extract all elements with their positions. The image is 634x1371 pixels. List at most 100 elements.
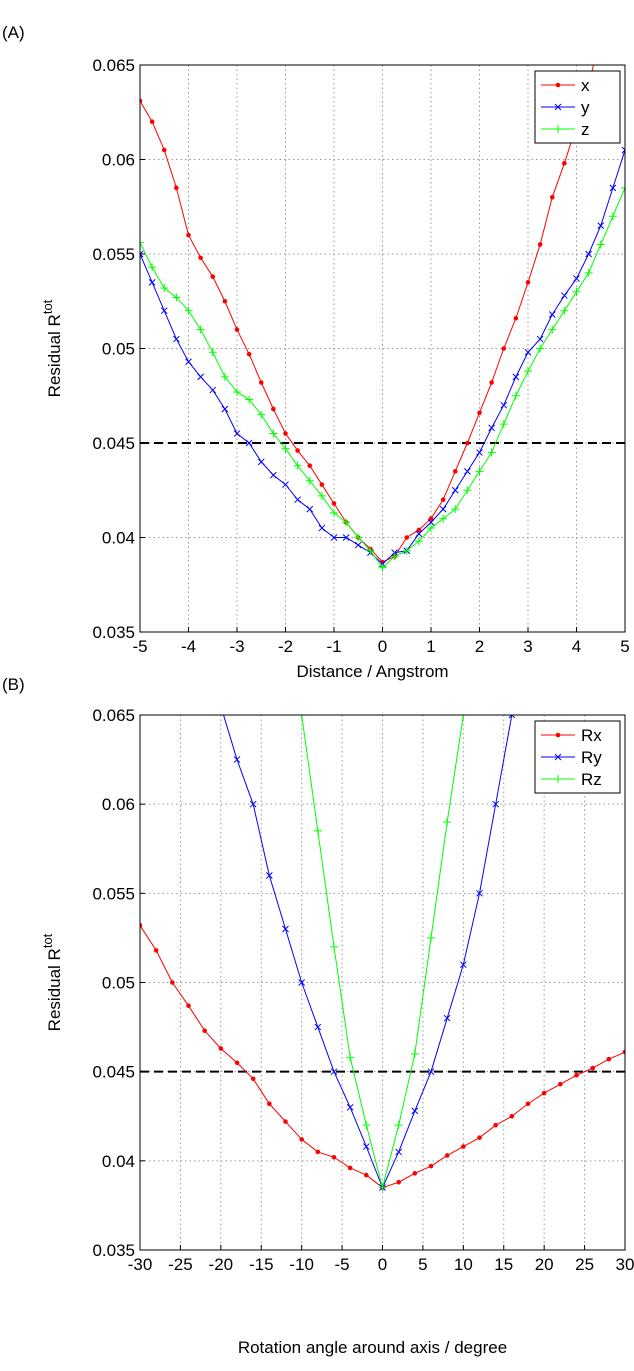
y-axis-label-superscript: tot <box>40 299 55 314</box>
point <box>500 401 508 409</box>
point <box>476 889 483 897</box>
point <box>414 537 423 546</box>
y-tick-label: 0.05 <box>102 340 135 359</box>
point <box>378 563 387 572</box>
point <box>197 373 204 381</box>
y-tick-label: 0.065 <box>92 56 135 75</box>
legend-label: Rz <box>581 770 602 789</box>
point <box>548 325 557 334</box>
point <box>270 471 277 479</box>
point <box>573 275 580 282</box>
point <box>234 1060 240 1066</box>
point <box>140 250 144 258</box>
point <box>271 406 276 412</box>
point <box>294 496 301 504</box>
point <box>489 380 494 385</box>
series-group <box>140 65 625 572</box>
point <box>464 467 471 475</box>
y-tick-label: 0.065 <box>92 706 135 725</box>
point <box>596 240 605 249</box>
x-axis-label: Distance / Angstrom <box>296 662 448 681</box>
point <box>196 325 205 334</box>
point <box>427 519 435 526</box>
point <box>209 386 217 394</box>
point <box>218 703 224 709</box>
y-tick-label: 0.055 <box>92 245 135 264</box>
point <box>621 183 625 192</box>
point <box>342 518 351 527</box>
point <box>451 486 459 494</box>
point <box>511 391 520 400</box>
legend-label: Rx <box>581 726 602 745</box>
x-tick-label: 30 <box>616 1255 634 1274</box>
x-tick-label: -3 <box>229 637 244 656</box>
x-tick-label: 5 <box>620 637 629 656</box>
point <box>172 293 181 302</box>
point <box>488 424 495 432</box>
y-tick-label: 0.06 <box>102 151 135 170</box>
point <box>402 546 411 555</box>
panel-label: (A) <box>2 23 25 42</box>
point <box>305 476 314 485</box>
x-tick-label: 4 <box>572 637 581 656</box>
point <box>524 348 532 356</box>
point <box>299 1137 304 1142</box>
point <box>554 125 562 133</box>
point <box>170 980 175 985</box>
x-tick-label: 5 <box>418 1255 427 1274</box>
point <box>584 268 593 277</box>
x-tick-label: 25 <box>575 1255 594 1274</box>
x-tick-label: -25 <box>168 1255 193 1274</box>
point <box>153 948 159 953</box>
point <box>295 448 300 453</box>
point <box>513 315 519 321</box>
x-tick-label: -4 <box>181 637 196 656</box>
point <box>354 533 363 542</box>
point <box>404 535 410 540</box>
point <box>160 307 168 315</box>
point <box>210 274 216 279</box>
point <box>222 298 228 304</box>
point <box>548 311 556 318</box>
point <box>140 238 144 247</box>
point <box>282 925 289 933</box>
point <box>161 147 167 153</box>
point <box>555 732 561 738</box>
point <box>319 482 325 487</box>
legend-label: z <box>581 120 590 139</box>
point <box>560 306 569 315</box>
point <box>330 508 338 517</box>
chart: -5 -4 -3 -2 -1 0 1 2 3 4 5 0.035 0.04 0.045 0.05 0.055 0… <box>2 23 630 681</box>
point <box>245 439 253 447</box>
point <box>590 1065 595 1071</box>
point <box>428 1163 434 1169</box>
point <box>476 449 483 456</box>
point <box>524 367 532 376</box>
point <box>440 497 446 503</box>
point <box>140 98 143 104</box>
point <box>174 185 179 191</box>
y-tick-label: 0.06 <box>102 795 135 814</box>
point <box>347 1165 353 1171</box>
point <box>265 872 273 879</box>
point <box>443 818 452 826</box>
point <box>452 469 458 474</box>
y-tick-label: 0.045 <box>92 1063 135 1082</box>
point <box>362 1143 370 1150</box>
point <box>250 1076 256 1082</box>
y-tick-label: 0.055 <box>92 884 135 903</box>
point <box>390 552 399 561</box>
point <box>298 979 306 986</box>
point <box>362 1121 371 1130</box>
y-tick-label: 0.05 <box>102 974 135 993</box>
point <box>297 715 306 719</box>
point <box>257 458 265 466</box>
point <box>342 534 350 541</box>
point <box>330 534 338 541</box>
point <box>293 461 302 470</box>
point <box>416 527 422 533</box>
point <box>463 486 472 495</box>
point <box>555 82 561 88</box>
point <box>459 961 467 969</box>
point <box>307 463 313 468</box>
